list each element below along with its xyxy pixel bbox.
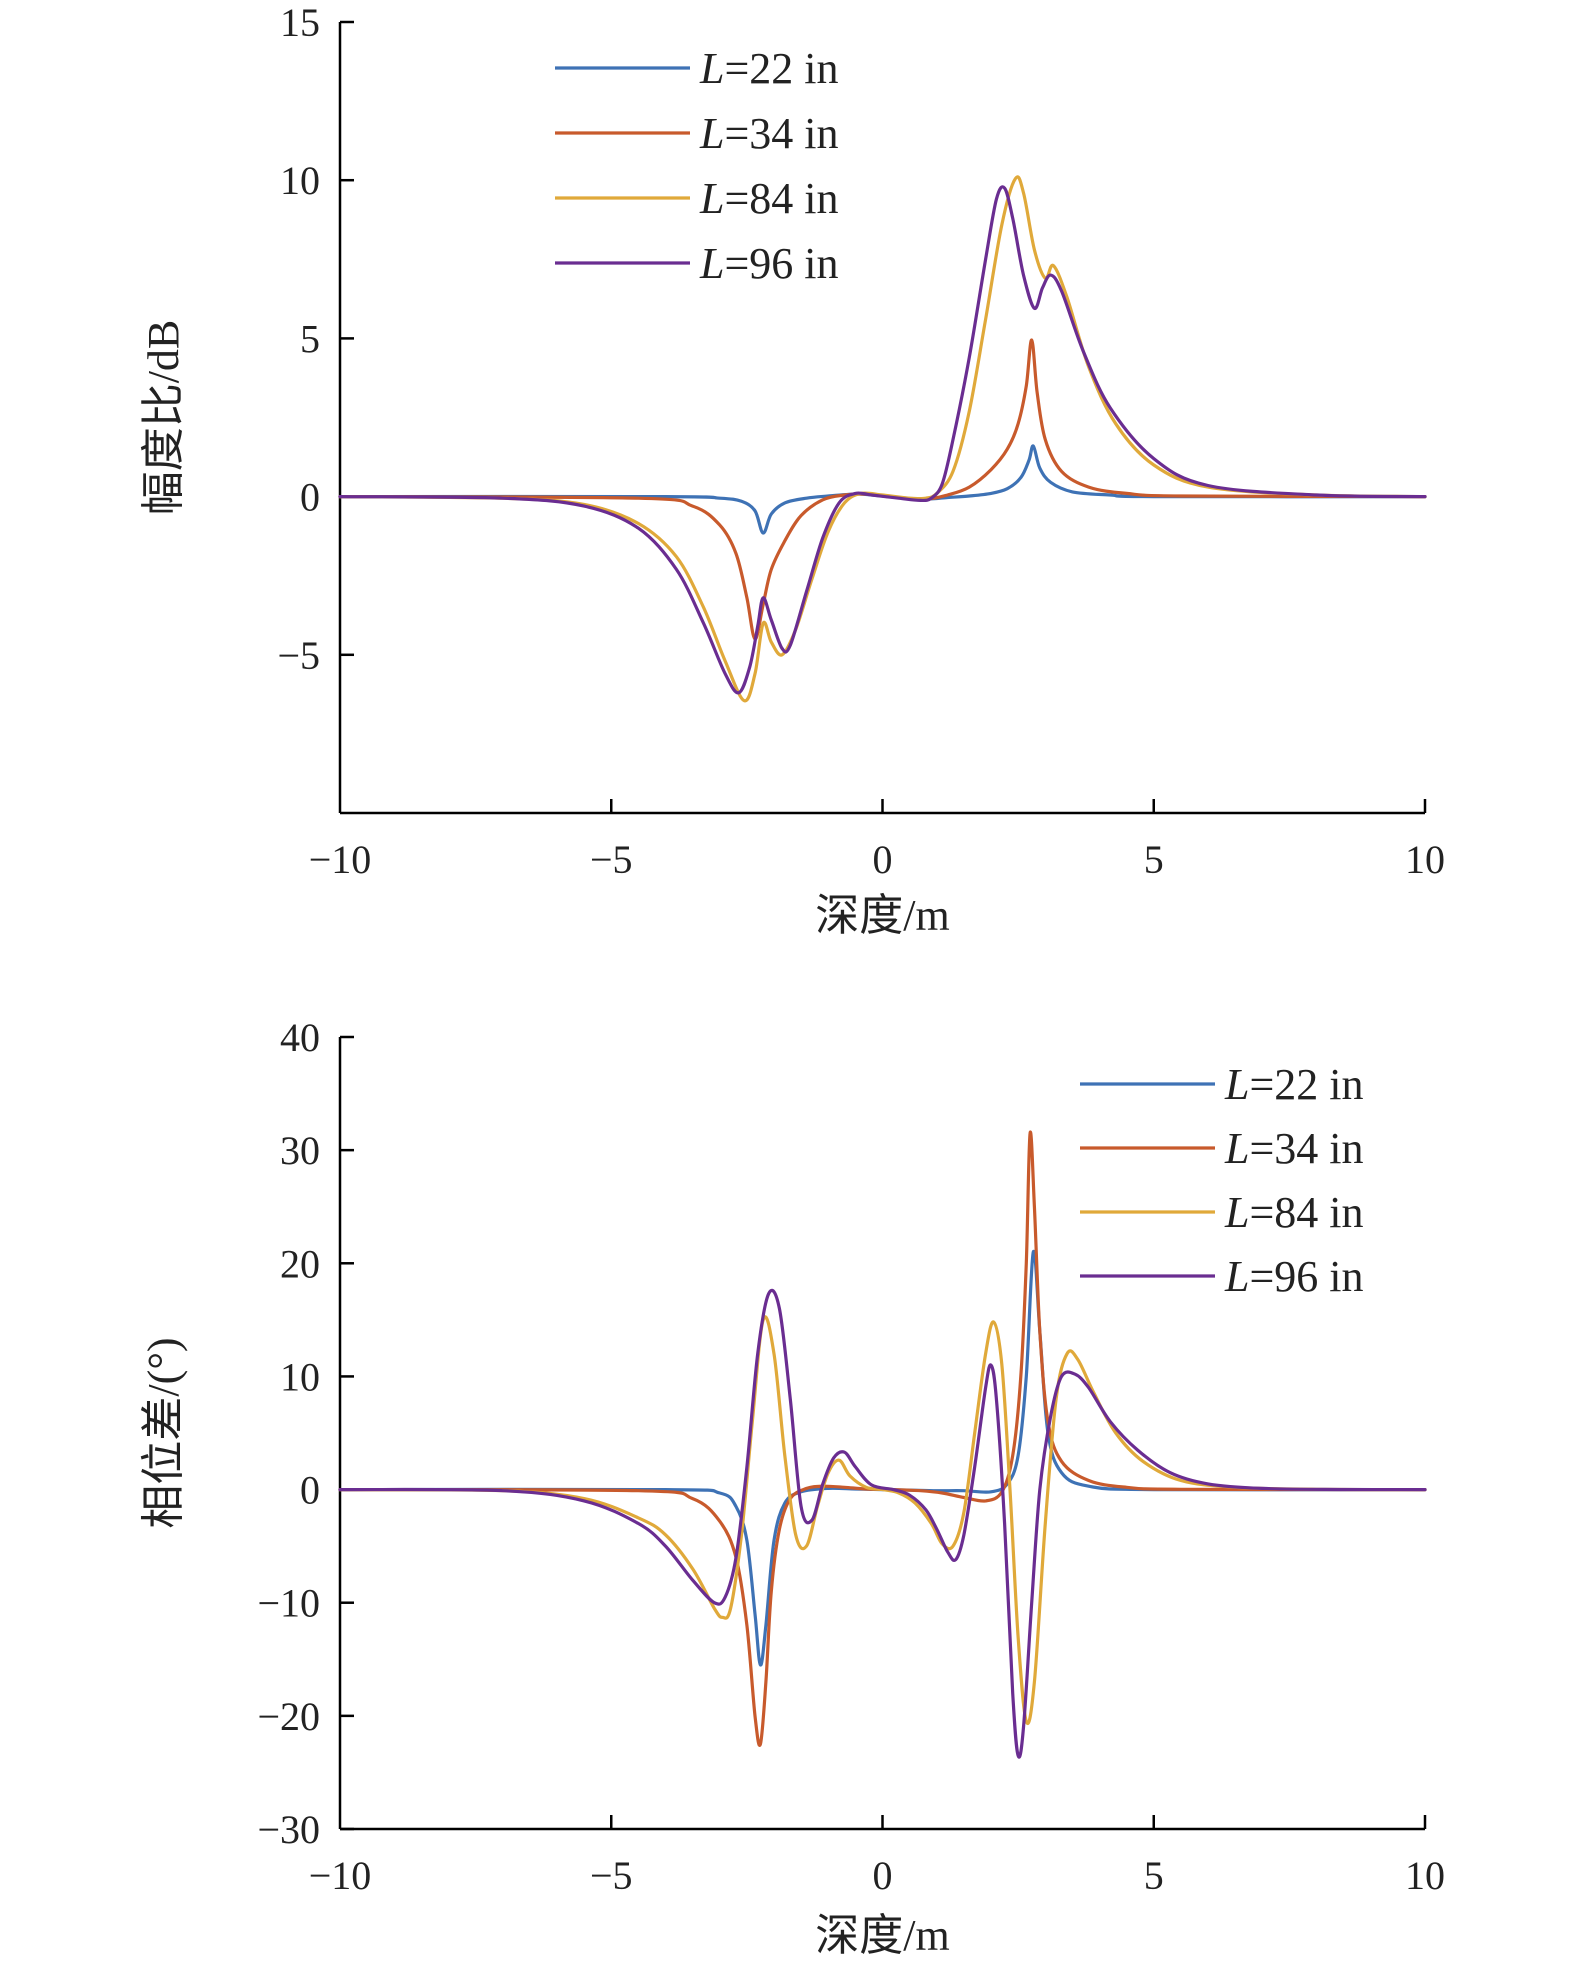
x-tick-label: −10 bbox=[309, 837, 372, 882]
y-axis-label: 幅度比/dB bbox=[139, 320, 188, 516]
legend-label: L=96 in bbox=[1224, 1252, 1364, 1301]
x-tick-label: 0 bbox=[873, 837, 893, 882]
legend-label: L=34 in bbox=[699, 109, 839, 158]
x-axis-label: 深度/m bbox=[815, 891, 949, 940]
series-line-l-84-in bbox=[338, 1315, 1427, 1725]
y-tick-label: −10 bbox=[257, 1581, 320, 1626]
series-line-l-96-in bbox=[338, 185, 1427, 695]
y-tick-label: 0 bbox=[300, 1468, 320, 1513]
legend-label: L=22 in bbox=[1224, 1060, 1364, 1109]
legend: L=22 in L=34 in L=84 in L=96 in bbox=[555, 44, 839, 288]
y-tick-label: −5 bbox=[277, 633, 320, 678]
legend-label: L=22 in bbox=[699, 44, 839, 93]
legend-label: L=84 in bbox=[699, 174, 839, 223]
y-tick-label: −20 bbox=[257, 1694, 320, 1739]
chart-amplitude-ratio: −10 −5 0 5 10 −5 0 5 10 15 深度/m 幅度比/dB L=22 in L=34 i… bbox=[139, 0, 1445, 940]
y-axis-label: 相位差/(°) bbox=[139, 1337, 188, 1528]
series-line-l-22-in bbox=[338, 1249, 1427, 1667]
y-tick-label: 30 bbox=[280, 1128, 320, 1173]
series-line-l-34-in bbox=[338, 338, 1427, 641]
x-axis-label: 深度/m bbox=[815, 1911, 949, 1960]
y-tick-label: −30 bbox=[257, 1807, 320, 1852]
y-tick-label: 40 bbox=[280, 1015, 320, 1060]
y-tick-label: 15 bbox=[280, 0, 320, 45]
y-tick-label: 10 bbox=[280, 1354, 320, 1399]
x-tick-label: −5 bbox=[590, 1853, 633, 1898]
x-tick-label: 10 bbox=[1405, 837, 1445, 882]
x-tick-label: −10 bbox=[309, 1853, 372, 1898]
chart-phase-difference: −10 −5 0 5 10 −30 −20 −10 0 10 20 30 40 深度/m 相位差/(°) L=… bbox=[139, 1015, 1445, 1960]
legend: L=22 in L=34 in L=84 in L=96 in bbox=[1080, 1060, 1364, 1301]
x-tick-label: −5 bbox=[590, 837, 633, 882]
x-tick-label: 0 bbox=[873, 1853, 893, 1898]
series-line-l-22-in bbox=[338, 444, 1427, 535]
legend-label: L=84 in bbox=[1224, 1188, 1364, 1237]
series-line-l-84-in bbox=[338, 175, 1427, 703]
y-tick-label: 5 bbox=[300, 316, 320, 361]
x-tick-label: 5 bbox=[1144, 1853, 1164, 1898]
x-tick-label: 5 bbox=[1144, 837, 1164, 882]
legend-label: L=34 in bbox=[1224, 1124, 1364, 1173]
legend-label: L=96 in bbox=[699, 239, 839, 288]
y-tick-label: 20 bbox=[280, 1241, 320, 1286]
x-tick-label: 10 bbox=[1405, 1853, 1445, 1898]
series-line-l-96-in bbox=[338, 1288, 1427, 1759]
y-tick-label: 10 bbox=[280, 158, 320, 203]
y-tick-label: 0 bbox=[300, 475, 320, 520]
series-line-l-34-in bbox=[338, 1130, 1427, 1747]
